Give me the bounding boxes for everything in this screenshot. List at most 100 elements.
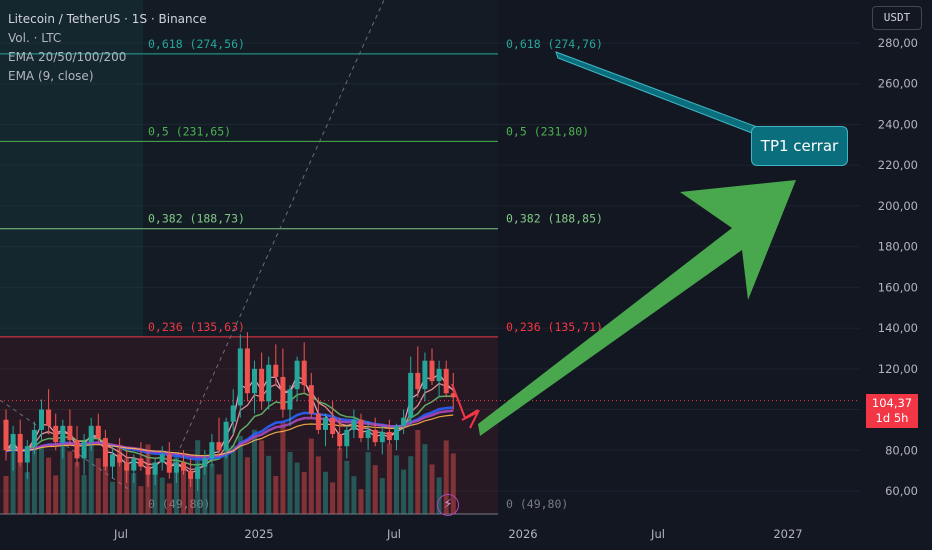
candle-body	[443, 368, 449, 394]
volume-bar	[401, 469, 407, 514]
volume-bar	[358, 489, 364, 514]
volume-bar	[422, 444, 428, 514]
trend-line-2	[0, 399, 131, 491]
fib-right-label: 0,236 (135,71)	[506, 320, 603, 334]
volume-bar	[166, 483, 172, 514]
fib-left-label: 0,618 (274,56)	[148, 37, 245, 51]
price-tick: 80,00	[885, 443, 918, 457]
volume-bar	[252, 429, 257, 514]
ema-single-legend[interactable]: EMA (9, close)	[8, 69, 94, 83]
candle-body	[131, 458, 137, 471]
fib-left-label: 0 (49,80)	[148, 497, 210, 511]
candle-body	[379, 431, 385, 443]
candle-body	[230, 405, 236, 422]
candle-body	[372, 429, 378, 443]
volume-bar	[173, 453, 179, 514]
volume-bar	[24, 472, 30, 514]
candle-body	[315, 413, 321, 430]
volume-bar	[429, 464, 435, 514]
candle-body	[237, 348, 243, 406]
currency-button[interactable]: USDT	[872, 6, 922, 30]
volume-bar	[436, 477, 442, 514]
candle-body	[280, 376, 286, 410]
candle-body	[358, 419, 364, 439]
drawings[interactable]	[451, 51, 796, 436]
ema-multi-legend[interactable]: EMA 20/50/100/200	[8, 50, 127, 64]
candle-body	[88, 425, 94, 443]
candle-body	[31, 429, 37, 447]
volume-bar	[110, 481, 115, 514]
candle-body	[301, 360, 307, 386]
time-axis[interactable]: Jul 2025 Jul 2026 Jul 2027	[113, 527, 803, 541]
price-tick: 280,00	[878, 36, 918, 50]
candle-body	[124, 462, 130, 471]
volume-bar	[46, 457, 52, 514]
green-arrow	[478, 180, 796, 436]
candle-body	[188, 470, 194, 479]
price-tick: 160,00	[878, 280, 918, 294]
red-arrowhead	[461, 409, 481, 429]
current-price-tag: 104,37 1d 5h	[866, 394, 918, 428]
candle-body	[344, 429, 350, 447]
bar-countdown: 1d 5h	[875, 411, 909, 425]
candle-body	[415, 372, 421, 390]
volume-bar	[266, 455, 272, 514]
volume-bar	[138, 486, 144, 514]
candle-body	[166, 454, 172, 473]
volume-legend[interactable]: Vol. · LTC	[8, 31, 62, 45]
ema-lines	[0, 373, 860, 474]
candle-body	[195, 466, 201, 479]
candle-body	[152, 462, 158, 475]
candle-body	[436, 368, 442, 382]
volume-bar	[53, 475, 59, 514]
candle-body	[450, 393, 456, 398]
candle-body	[323, 417, 328, 430]
tp1-callout[interactable]: TP1 cerrar	[751, 126, 848, 166]
candle-body	[145, 466, 151, 475]
volume-bar	[386, 443, 392, 514]
ema-line	[5, 414, 454, 457]
price-tick: 120,00	[878, 362, 918, 376]
time-tick: Jul	[386, 527, 401, 541]
candle-body	[24, 446, 30, 463]
volume-bar	[10, 442, 16, 514]
volume-bar	[17, 454, 23, 514]
volume-bar	[152, 463, 158, 514]
volume-bar	[308, 438, 314, 514]
volume-bar	[181, 466, 186, 514]
volume-bar	[102, 464, 108, 514]
candle-body	[252, 368, 257, 394]
volume-bar	[81, 475, 87, 514]
candle-body	[74, 440, 80, 459]
fib-right-label: 0,5 (231,80)	[506, 124, 589, 138]
candle-body	[287, 389, 293, 410]
price-tick: 60,00	[885, 484, 918, 498]
candle-body	[337, 433, 343, 447]
candle-body	[181, 462, 186, 471]
volume-bar	[379, 478, 385, 514]
candle-body	[209, 442, 215, 459]
volume-bar	[315, 456, 321, 514]
candle-body	[294, 360, 300, 390]
time-tick: 2026	[508, 527, 537, 541]
volume-bar	[88, 442, 94, 514]
candle-body	[266, 364, 272, 402]
fib-retracement[interactable]: 0,618 (274,56) 0,618 (274,76) 0,5 (231,65)…	[0, 0, 603, 515]
candle-body	[408, 372, 414, 418]
time-tick: 2025	[244, 527, 273, 541]
volume-bar	[39, 447, 44, 514]
symbol-title[interactable]: Litecoin / TetherUS · 1S · Binance	[8, 12, 207, 26]
price-axis[interactable]: 60,0080,00100,00120,00140,00160,00180,00…	[878, 36, 918, 498]
volume-bar	[237, 435, 243, 514]
chart-legend: Litecoin / TetherUS · 1S · Binance Vol. …	[8, 10, 207, 86]
candle-body	[273, 364, 279, 377]
time-tick: Jul	[113, 527, 128, 541]
price-tick: 240,00	[878, 117, 918, 131]
lightning-icon[interactable]: ⚡	[437, 494, 459, 516]
volume-bar	[280, 422, 286, 514]
price-tick: 220,00	[878, 158, 918, 172]
zone-upper-left	[0, 0, 143, 337]
fib-right-label: 0,618 (274,76)	[506, 37, 603, 51]
volume-bar	[287, 452, 293, 514]
